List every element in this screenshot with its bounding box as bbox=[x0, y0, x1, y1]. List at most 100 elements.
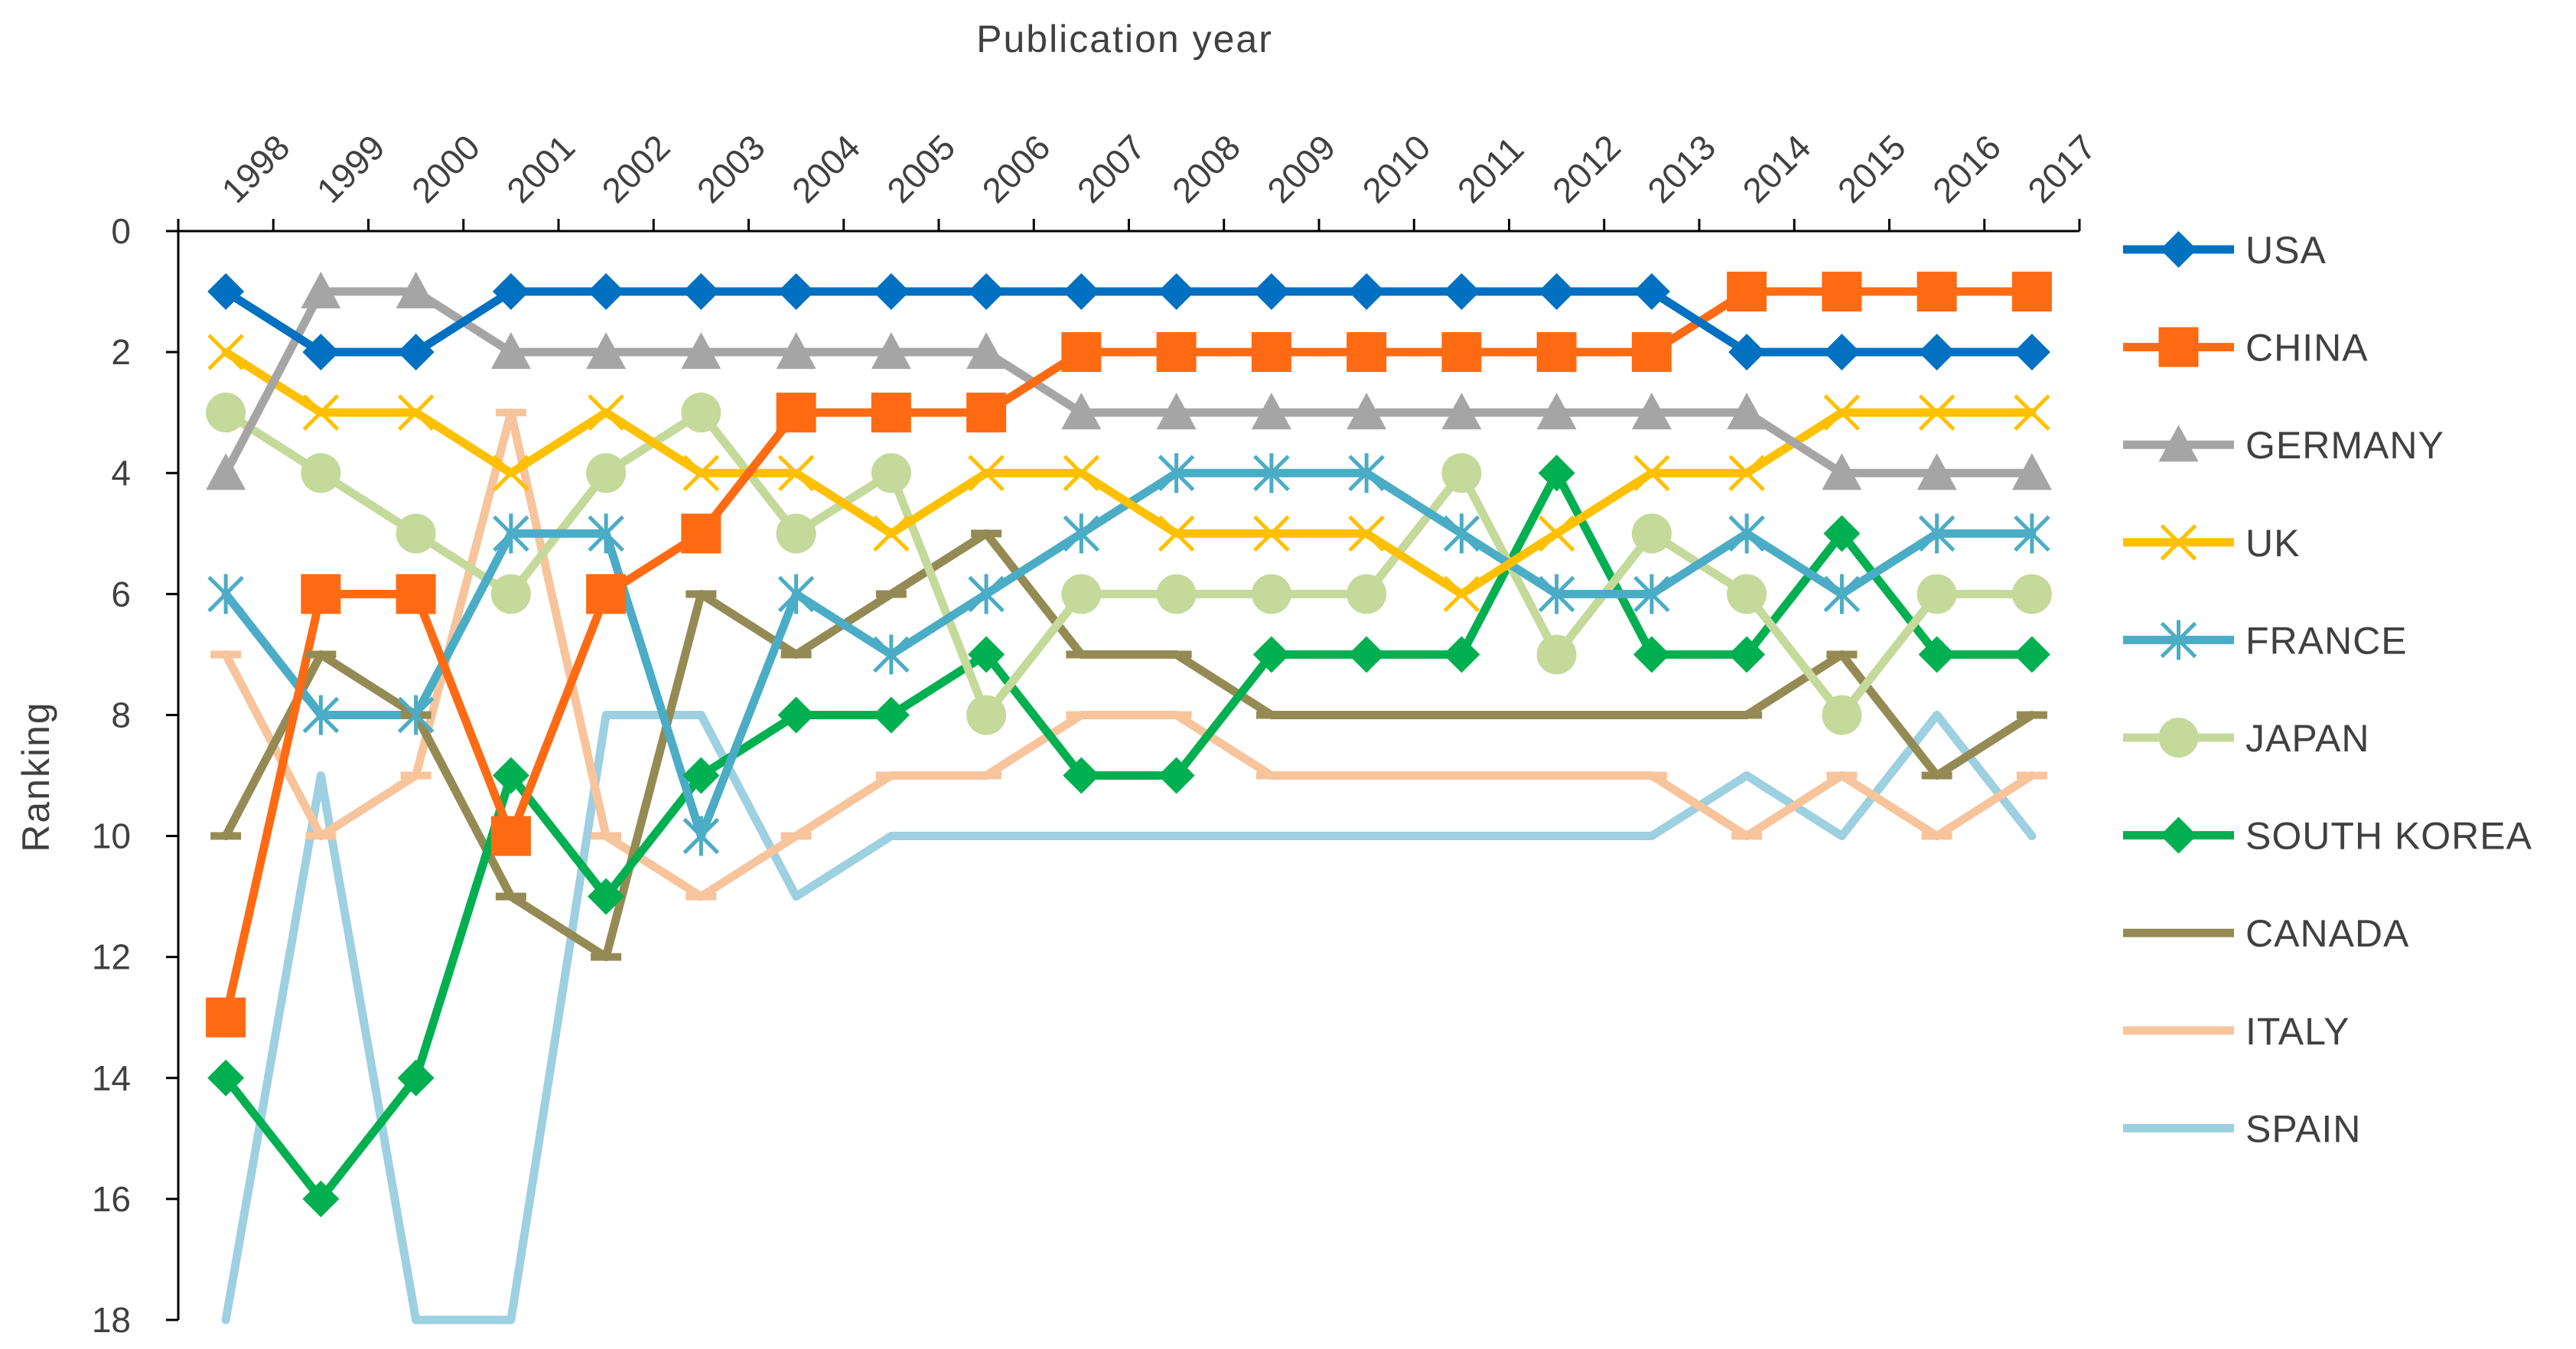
x-tick-label: 2000 bbox=[404, 127, 487, 210]
data-point-usa bbox=[968, 273, 1005, 311]
legend-label: GERMANY bbox=[2245, 424, 2444, 467]
data-point-germany bbox=[1727, 393, 1767, 430]
data-point-south-korea bbox=[1633, 636, 1670, 673]
data-point-south-korea bbox=[2013, 636, 2050, 673]
data-point-uk bbox=[493, 455, 529, 491]
data-point-japan bbox=[1917, 574, 1957, 614]
data-point-usa bbox=[777, 273, 815, 311]
x-stroke bbox=[968, 455, 1005, 491]
data-point-germany bbox=[1822, 453, 1862, 490]
data-point-usa bbox=[1633, 273, 1670, 311]
x-tick-label: 2005 bbox=[879, 127, 962, 210]
data-point-japan bbox=[1441, 453, 1482, 494]
x-tick-label: 2004 bbox=[784, 127, 868, 210]
legend-swatch-marker bbox=[2160, 231, 2197, 268]
data-point-france bbox=[777, 574, 815, 614]
data-point-china bbox=[1156, 332, 1197, 373]
data-point-south-korea bbox=[1348, 636, 1386, 673]
x-axis-title: Publication year bbox=[976, 18, 1273, 60]
data-point-uk bbox=[1443, 575, 1480, 613]
data-point-uk bbox=[1348, 515, 1385, 552]
x-stroke bbox=[1538, 515, 1575, 552]
legend-label: USA bbox=[2245, 229, 2327, 272]
x-stroke bbox=[1823, 394, 1861, 431]
data-point-south-korea bbox=[207, 1059, 245, 1096]
data-point-germany bbox=[1631, 393, 1672, 430]
data-point-uk bbox=[777, 455, 815, 491]
data-point-japan bbox=[776, 513, 816, 554]
x-stroke bbox=[1633, 455, 1670, 491]
data-point-china bbox=[776, 393, 816, 433]
x-stroke bbox=[1348, 515, 1385, 552]
series-line-spain bbox=[221, 710, 2037, 1325]
y-tick-label: 2 bbox=[111, 332, 131, 372]
data-point-uk bbox=[1253, 515, 1290, 552]
data-point-uk bbox=[1158, 515, 1195, 552]
data-point-japan bbox=[586, 453, 627, 494]
data-point-uk bbox=[1823, 394, 1861, 431]
legend-label: JAPAN bbox=[2245, 717, 2369, 760]
legend-item-spain: SPAIN bbox=[2123, 1107, 2361, 1150]
data-point-china bbox=[1727, 272, 1767, 312]
x-stroke bbox=[397, 394, 435, 431]
legend-item-china: CHINA bbox=[2123, 327, 2368, 370]
data-point-usa bbox=[1823, 334, 1861, 371]
data-point-japan bbox=[1061, 574, 1102, 614]
data-point-south-korea bbox=[1918, 636, 1956, 673]
data-point-japan bbox=[301, 453, 341, 494]
data-point-france bbox=[682, 816, 720, 856]
data-point-usa bbox=[1158, 273, 1195, 311]
data-point-germany bbox=[1536, 393, 1577, 430]
legend-label: SPAIN bbox=[2245, 1107, 2361, 1150]
data-point-germany bbox=[1441, 393, 1482, 430]
x-tick-label: 2014 bbox=[1734, 127, 1818, 210]
data-point-uk bbox=[1728, 455, 1765, 491]
x-stroke bbox=[207, 334, 244, 370]
series-lines-layer bbox=[221, 287, 2037, 1325]
data-point-china bbox=[681, 513, 721, 554]
data-point-south-korea bbox=[588, 878, 625, 915]
data-point-france bbox=[1348, 453, 1385, 494]
x-stroke bbox=[2160, 524, 2197, 561]
data-point-germany bbox=[776, 332, 816, 370]
data-point-uk bbox=[1633, 455, 1670, 491]
legend-item-italy: ITALY bbox=[2123, 1010, 2350, 1053]
data-point-germany bbox=[586, 332, 627, 370]
axes-layer: 1998 1999 2000 2001 2002 2003 2004 2005 2006 2007… bbox=[92, 127, 2103, 1340]
legend-swatch-marker bbox=[2158, 718, 2199, 758]
x-tick-label: 2017 bbox=[2020, 127, 2103, 210]
x-stroke bbox=[682, 455, 720, 491]
x-stroke bbox=[1443, 575, 1480, 613]
data-point-south-korea bbox=[777, 696, 815, 734]
data-point-france bbox=[1918, 513, 1956, 554]
data-point-usa bbox=[397, 334, 435, 371]
data-point-south-korea bbox=[397, 1059, 435, 1096]
data-point-france bbox=[302, 695, 340, 735]
data-point-japan bbox=[1727, 574, 1767, 614]
x-tick-label: 2008 bbox=[1164, 127, 1248, 210]
data-point-uk bbox=[207, 334, 244, 370]
data-point-japan bbox=[681, 393, 721, 433]
data-point-china bbox=[1536, 332, 1577, 373]
data-point-china bbox=[871, 393, 911, 433]
legend-label: SOUTH KOREA bbox=[2245, 815, 2532, 858]
x-tick-label: 2009 bbox=[1259, 127, 1343, 210]
data-point-france bbox=[1158, 453, 1195, 494]
data-point-japan bbox=[1251, 574, 1291, 614]
y-axis-title: Ranking bbox=[15, 701, 57, 852]
x-stroke bbox=[588, 394, 624, 431]
data-point-china bbox=[1822, 272, 1862, 312]
data-point-china bbox=[490, 816, 531, 856]
x-tick-label: 2015 bbox=[1830, 127, 1913, 210]
data-point-germany bbox=[2011, 453, 2052, 490]
legend-swatch-marker bbox=[2158, 425, 2199, 462]
data-point-uk bbox=[397, 394, 435, 431]
x-stroke bbox=[493, 455, 529, 491]
data-point-japan bbox=[206, 393, 246, 433]
data-point-uk bbox=[1538, 515, 1575, 552]
y-tick-label: 0 bbox=[111, 211, 131, 251]
data-point-germany bbox=[1347, 393, 1387, 430]
data-point-germany bbox=[1156, 393, 1197, 430]
data-point-usa bbox=[1063, 273, 1100, 311]
